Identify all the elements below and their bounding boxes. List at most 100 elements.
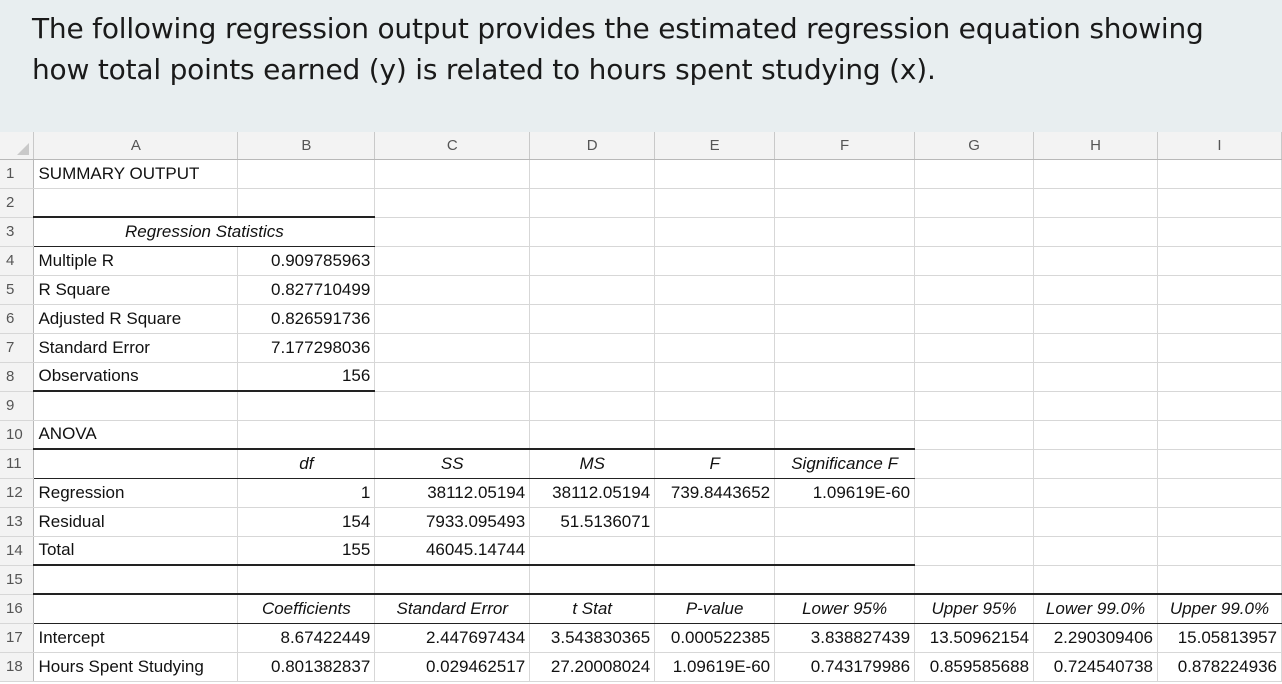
cell[interactable] [529,188,656,218]
column-header-h[interactable]: H [1033,132,1158,160]
anova-f-cell[interactable]: 739.8443652 [654,478,776,508]
column-header-d[interactable]: D [529,132,656,160]
cell[interactable] [1157,449,1282,479]
cell[interactable] [374,565,531,595]
cell[interactable] [33,594,239,624]
row-number[interactable]: 5 [0,275,35,305]
select-all-corner[interactable] [0,132,35,160]
cell[interactable] [654,565,776,595]
coef-value-cell[interactable]: 8.67422449 [237,623,376,653]
cell[interactable] [914,188,1035,218]
cell[interactable] [774,536,916,566]
cell[interactable] [774,420,916,450]
coef-value-cell[interactable]: 0.000522385 [654,623,776,653]
coef-value-cell[interactable]: 0.878224936 [1157,652,1282,682]
anova-header-ss[interactable]: SS [374,449,531,479]
cell[interactable] [374,246,531,276]
coef-label-cell[interactable]: Intercept [33,623,239,653]
cell[interactable] [1033,362,1158,392]
stat-value-cell[interactable]: 0.826591736 [237,304,376,334]
cell[interactable] [1157,275,1282,305]
cell[interactable] [374,159,531,189]
column-header-a[interactable]: A [33,132,239,160]
cell[interactable] [529,536,656,566]
cell[interactable] [914,536,1035,566]
cell[interactable] [654,217,776,247]
cell[interactable] [654,275,776,305]
column-header-i[interactable]: I [1157,132,1282,160]
row-number[interactable]: 8 [0,362,35,392]
coef-value-cell[interactable]: 0.859585688 [914,652,1035,682]
cell[interactable] [914,507,1035,537]
cell[interactable] [529,565,656,595]
cell[interactable] [237,188,376,218]
cell[interactable] [1157,333,1282,363]
cell[interactable] [1157,217,1282,247]
coef-header-lower-99[interactable]: Lower 99.0% [1033,594,1158,624]
cell[interactable] [33,449,239,479]
anova-df-cell[interactable]: 1 [237,478,376,508]
cell[interactable] [237,159,376,189]
cell[interactable] [914,304,1035,334]
cell[interactable] [374,217,531,247]
row-number[interactable]: 13 [0,507,35,537]
anova-df-cell[interactable]: 155 [237,536,376,566]
cell[interactable] [374,391,531,421]
cell[interactable] [914,420,1035,450]
stat-label-cell[interactable]: R Square [33,275,239,305]
regression-statistics-heading[interactable]: Regression Statistics [33,217,376,247]
anova-sigf-cell[interactable]: 1.09619E-60 [774,478,916,508]
cell[interactable] [654,159,776,189]
coef-header-upper-99[interactable]: Upper 99.0% [1157,594,1282,624]
cell[interactable] [529,362,656,392]
coef-value-cell[interactable]: 2.447697434 [374,623,531,653]
coef-value-cell[interactable]: 13.50962154 [914,623,1035,653]
cell[interactable] [774,275,916,305]
coef-value-cell[interactable]: 3.543830365 [529,623,656,653]
coef-value-cell[interactable]: 0.801382837 [237,652,376,682]
row-number[interactable]: 16 [0,594,35,624]
row-number[interactable]: 11 [0,449,35,479]
cell[interactable] [1157,246,1282,276]
anova-header-f[interactable]: F [654,449,776,479]
cell[interactable] [374,420,531,450]
anova-ss-cell[interactable]: 38112.05194 [374,478,531,508]
column-header-f[interactable]: F [774,132,916,160]
cell[interactable] [1033,217,1158,247]
cell[interactable] [33,565,239,595]
cell[interactable] [774,188,916,218]
row-number[interactable]: 10 [0,420,35,450]
cell[interactable] [374,333,531,363]
cell[interactable] [1157,507,1282,537]
cell[interactable] [1157,420,1282,450]
row-number[interactable]: 12 [0,478,35,508]
cell[interactable] [529,217,656,247]
cell[interactable] [237,391,376,421]
cell[interactable] [914,362,1035,392]
cell[interactable] [1033,536,1158,566]
cell[interactable] [774,159,916,189]
coef-header-t-stat[interactable]: t Stat [529,594,656,624]
coef-value-cell[interactable]: 27.20008024 [529,652,656,682]
cell[interactable] [1157,391,1282,421]
stat-label-cell[interactable]: Multiple R [33,246,239,276]
cell[interactable] [654,362,776,392]
cell[interactable] [374,362,531,392]
cell[interactable] [654,304,776,334]
cell[interactable] [914,159,1035,189]
row-number[interactable]: 6 [0,304,35,334]
anova-ms-cell[interactable]: 51.5136071 [529,507,656,537]
cell[interactable] [914,478,1035,508]
row-number[interactable]: 14 [0,536,35,566]
cell[interactable] [774,333,916,363]
column-header-g[interactable]: G [914,132,1035,160]
cell[interactable] [774,507,916,537]
cell[interactable] [654,391,776,421]
row-number[interactable]: 4 [0,246,35,276]
cell[interactable] [33,391,239,421]
cell[interactable] [529,391,656,421]
summary-title-cell[interactable]: SUMMARY OUTPUT [33,159,239,189]
cell[interactable] [529,246,656,276]
cell[interactable] [374,304,531,334]
coef-header-coefficients[interactable]: Coefficients [237,594,376,624]
